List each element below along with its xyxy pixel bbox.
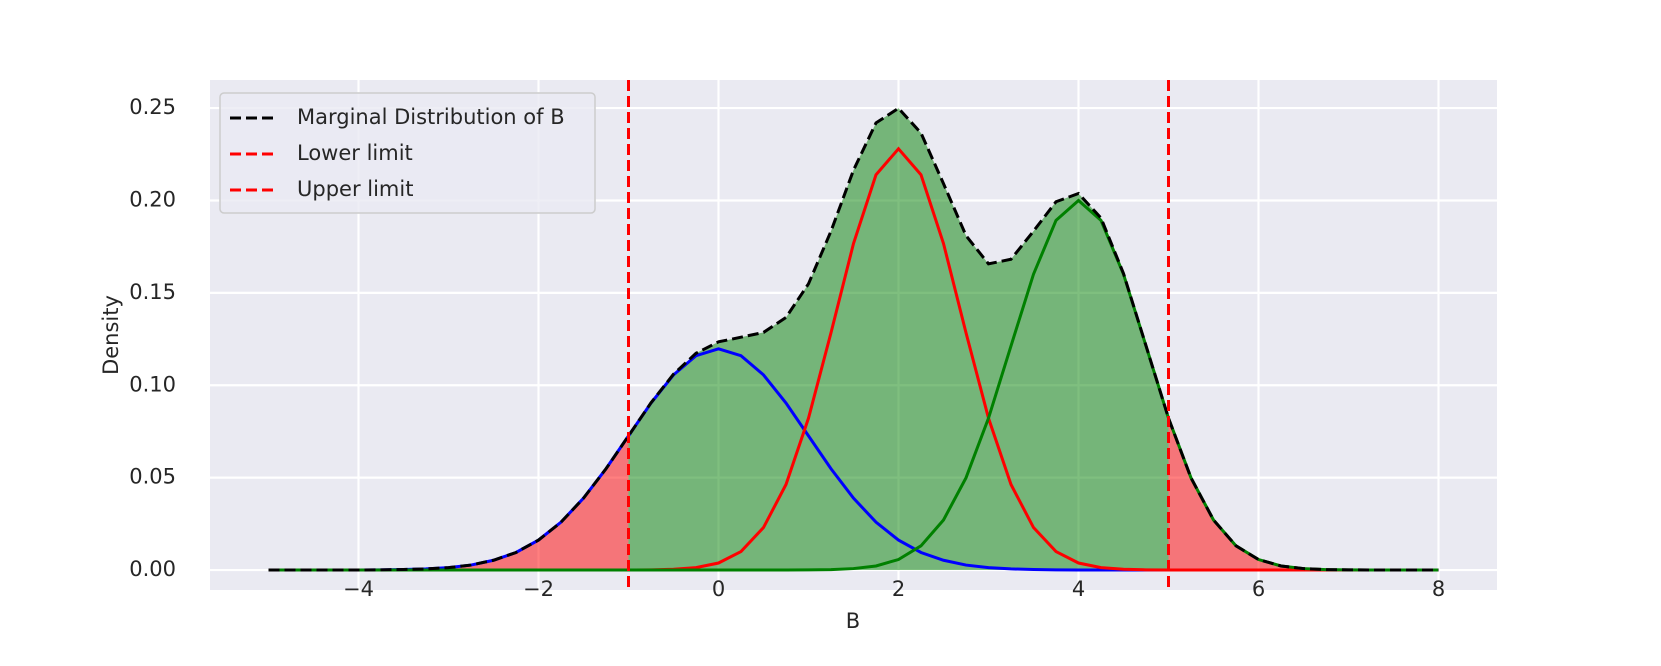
x-tick-label: −4 [343,577,374,601]
y-tick-label: 0.10 [129,372,176,396]
x-tick-label: 8 [1432,577,1445,601]
y-axis-label: Density [99,295,123,375]
y-tick-label: 0.15 [129,280,176,304]
x-tick-label: 6 [1252,577,1265,601]
x-tick-label: 2 [892,577,905,601]
legend-box [219,92,596,214]
legend-label: Lower limit [297,141,413,165]
x-tick-label: 4 [1072,577,1085,601]
x-axis-label: B [846,609,860,633]
y-tick-label: 0.20 [129,187,176,211]
series-line [268,106,1439,572]
x-tick-label: −2 [523,577,554,601]
y-tick-label: 0.00 [129,557,176,581]
legend-label: Marginal Distribution of B [297,105,565,129]
legend-label: Upper limit [297,177,413,201]
fill-outside [268,435,629,571]
fill-outside [1168,418,1439,571]
y-tick-label: 0.25 [129,95,176,119]
x-tick-label: 0 [712,577,725,601]
fill-inside [628,108,1169,571]
y-tick-label: 0.05 [129,465,176,489]
